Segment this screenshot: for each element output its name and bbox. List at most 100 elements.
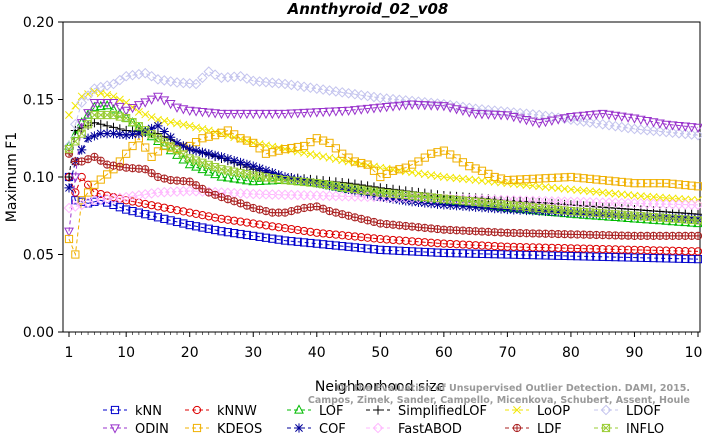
marker-shape: [102, 100, 113, 110]
data-point-loop: [141, 110, 150, 119]
marker-shape: [452, 174, 461, 183]
legend-item-fastabod: FastABOD: [366, 422, 462, 434]
data-point-odin: [337, 107, 348, 117]
data-point-cof: [509, 205, 519, 215]
marker-shape: [197, 72, 208, 84]
marker-shape: [70, 201, 81, 212]
marker-shape: [349, 88, 361, 100]
data-point-loop: [439, 173, 448, 181]
marker-shape: [547, 183, 556, 192]
data-point-kdeos: [617, 177, 626, 187]
marker-shape: [496, 204, 506, 214]
legend-label: kNN: [135, 404, 162, 419]
marker-shape: [592, 252, 601, 261]
data-point-kdeos: [585, 174, 595, 183]
marker-shape: [660, 126, 672, 138]
marker-shape: [184, 158, 195, 169]
marker-shape: [298, 81, 310, 93]
data-point-odin: [248, 109, 259, 120]
marker-shape: [90, 87, 99, 96]
marker-shape: [643, 253, 652, 263]
data-point-loop: [134, 107, 143, 116]
marker-shape: [312, 239, 321, 248]
marker-shape: [401, 190, 410, 200]
marker-shape: [319, 229, 328, 238]
marker-shape: [503, 200, 512, 210]
data-point-knn: [319, 240, 328, 249]
data-point-odin: [381, 103, 392, 113]
marker-shape: [153, 202, 163, 211]
data-point-odin: [286, 109, 297, 119]
marker-shape: [573, 207, 582, 216]
marker-shape: [407, 197, 417, 207]
marker-shape: [204, 149, 214, 159]
data-point-ldof: [324, 85, 335, 96]
data-point-knnw: [96, 189, 105, 199]
data-point-ldof: [267, 77, 278, 89]
data-point-loop: [662, 193, 671, 202]
marker-shape: [394, 101, 405, 112]
marker-shape: [376, 188, 385, 197]
marker-shape: [554, 251, 563, 260]
data-point-odin: [604, 110, 614, 121]
marker-shape: [249, 138, 258, 148]
marker-shape: [464, 202, 474, 212]
data-point-knn: [242, 230, 251, 240]
credit-line-1: On the Evaluation of Unsupervised Outlie…: [336, 383, 690, 394]
data-point-fastabod: [139, 189, 151, 200]
data-point-ldof: [146, 70, 157, 82]
data-point-loop: [649, 193, 658, 201]
marker-shape: [305, 82, 316, 94]
series-kdeos: [64, 126, 702, 259]
data-point-knn: [668, 254, 677, 263]
data-point-ldf: [369, 217, 379, 227]
data-point-knn: [350, 243, 360, 252]
data-point-odin: [172, 103, 182, 113]
marker-shape: [128, 207, 137, 216]
legend: kNN kNNW LOF SimplifiedLOF LoOP LDOF ODIN KDEOS…: [103, 404, 664, 434]
marker-shape: [268, 234, 277, 243]
data-point-loop: [586, 187, 594, 196]
marker-shape: [95, 100, 106, 111]
marker-shape: [477, 249, 487, 258]
data-point-knn: [674, 254, 684, 263]
data-point-knn: [496, 250, 506, 259]
marker-shape: [179, 120, 188, 129]
data-point-cof: [382, 193, 392, 203]
data-point-knnw: [350, 232, 360, 241]
data-point-knnw: [319, 229, 328, 238]
marker-shape: [648, 118, 659, 128]
data-point-loop: [446, 173, 455, 182]
data-point-odin: [693, 123, 702, 134]
marker-shape: [516, 242, 525, 252]
data-point-knnw: [344, 231, 353, 240]
marker-shape: [445, 200, 455, 210]
data-point-ldof: [571, 115, 583, 126]
marker-shape: [350, 184, 360, 193]
marker-shape: [662, 193, 671, 202]
marker-shape: [84, 90, 93, 99]
data-point-loop: [115, 95, 124, 104]
marker-shape: [211, 191, 219, 199]
legend-item-odin: ODIN: [103, 422, 169, 434]
marker-shape: [439, 248, 448, 258]
marker-shape: [133, 101, 144, 111]
data-point-cof: [496, 204, 506, 214]
legend-item-simplifiedlof: SimplifiedLOF: [366, 404, 487, 419]
marker-shape: [338, 242, 347, 251]
marker-shape: [236, 168, 245, 178]
data-point-cof: [261, 165, 271, 176]
marker-shape: [268, 222, 277, 231]
data-point-knnw: [363, 233, 372, 242]
data-point-cof: [191, 146, 201, 156]
data-point-loop: [65, 111, 73, 119]
marker-shape: [154, 173, 162, 181]
marker-shape: [643, 246, 652, 255]
marker-shape: [649, 213, 658, 222]
marker-shape: [255, 163, 265, 173]
data-point-knn: [687, 254, 696, 264]
marker-shape: [197, 163, 208, 174]
data-point-knn: [128, 207, 137, 216]
data-point-kdeos: [541, 174, 550, 183]
data-point-kdeos: [96, 175, 105, 184]
